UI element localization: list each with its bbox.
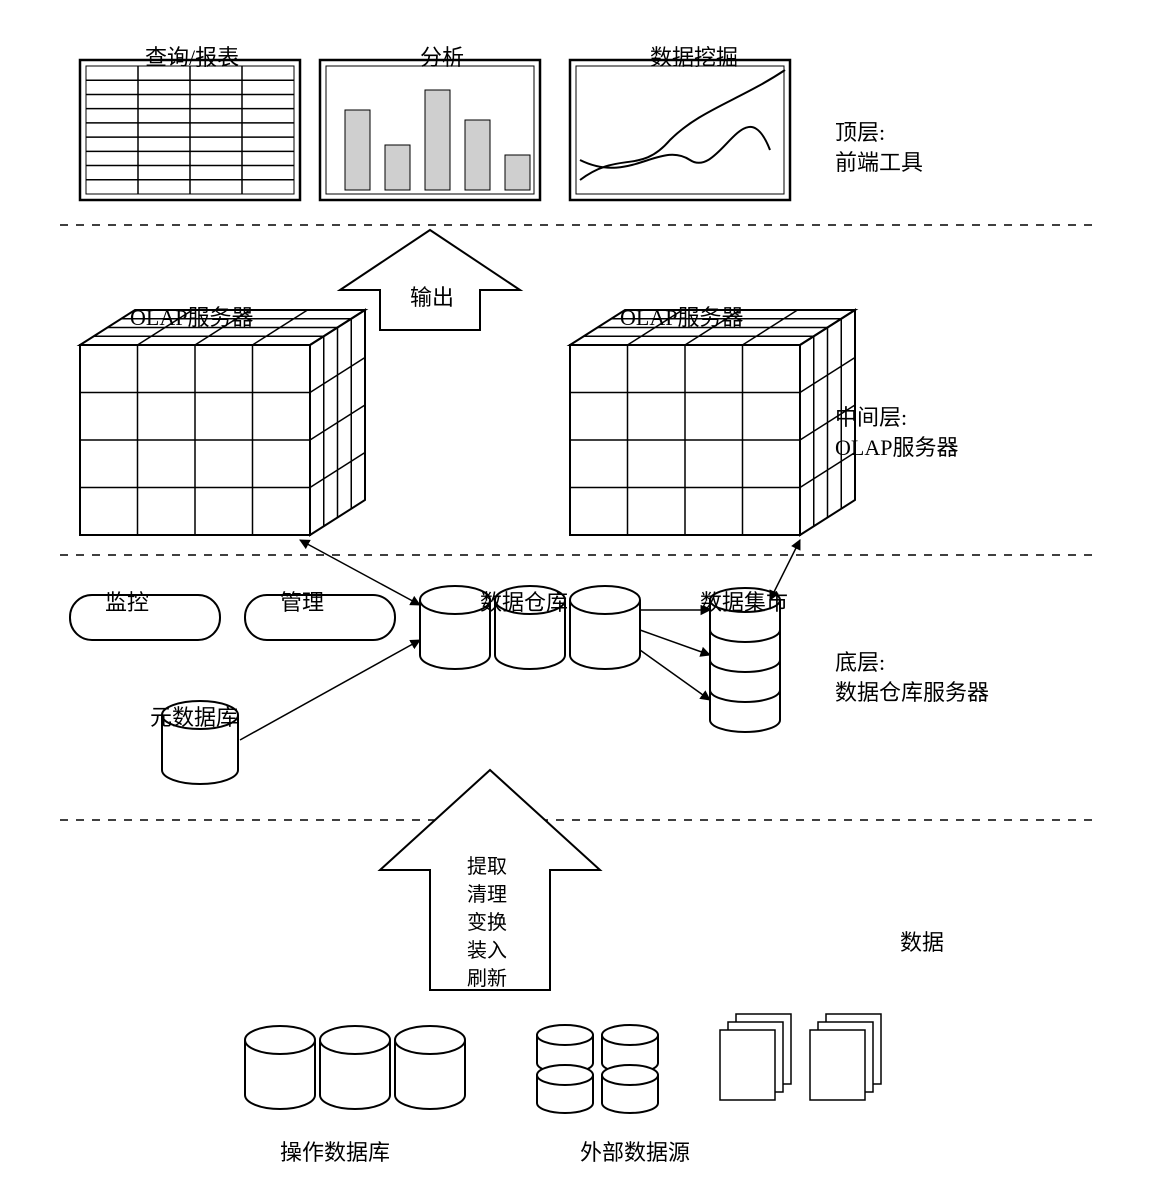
diagram-svg — [0, 0, 1164, 1188]
output-arrow-label: 输出 — [410, 280, 454, 312]
bottom-tier-label-2: 数据仓库服务器 — [835, 675, 989, 707]
top-tier-label-1: 顶层: — [835, 115, 885, 147]
op-db-label: 操作数据库 — [280, 1135, 390, 1167]
etl-step-2: 变换 — [467, 906, 507, 935]
data-tier-label: 数据 — [900, 925, 944, 957]
olap-right-label: OLAP服务器 — [620, 300, 743, 332]
etl-step-4: 刷新 — [467, 962, 507, 991]
manage-label: 管理 — [280, 585, 324, 617]
bottom-tier-label-1: 底层: — [835, 645, 885, 677]
middle-tier-label-1: 中间层: — [835, 400, 907, 432]
metadata-label: 元数据库 — [150, 700, 238, 732]
warehouse-label: 数据仓库 — [480, 585, 568, 617]
monitor-label: 监控 — [105, 585, 149, 617]
data-mart-label: 数据集市 — [700, 585, 788, 617]
analysis-title: 分析 — [420, 40, 464, 72]
middle-tier-label-2: OLAP服务器 — [835, 430, 958, 462]
data-mining-title: 数据挖掘 — [650, 40, 738, 72]
etl-step-3: 装入 — [467, 934, 507, 963]
olap-left-label: OLAP服务器 — [130, 300, 253, 332]
top-tier-label-2: 前端工具 — [835, 145, 923, 177]
query-report-title: 查询/报表 — [145, 40, 239, 72]
diagram-stage: 查询/报表分析数据挖掘顶层:前端工具OLAP服务器OLAP服务器输出中间层:OL… — [0, 0, 1164, 1188]
etl-step-1: 清理 — [467, 878, 507, 907]
ext-src-label: 外部数据源 — [580, 1135, 690, 1167]
etl-step-0: 提取 — [467, 850, 507, 879]
